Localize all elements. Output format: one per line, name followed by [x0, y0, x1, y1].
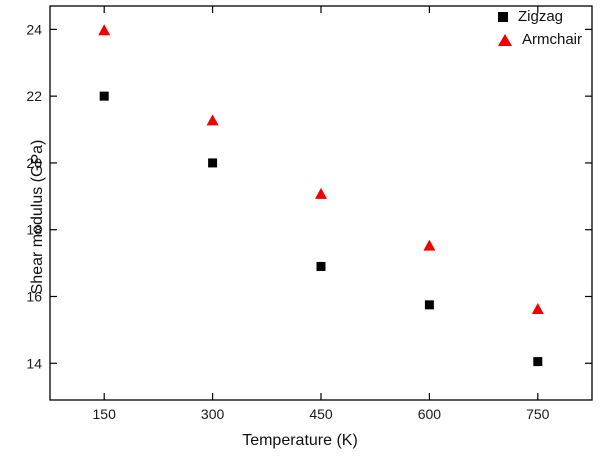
y-axis-title: Shear modulus (GPa)	[29, 139, 46, 295]
data-point-armchair	[423, 239, 436, 251]
x-tick-label: 450	[309, 406, 333, 422]
y-tick-label: 20	[26, 155, 42, 171]
data-point-armchair	[206, 114, 219, 126]
legend: Zigzag Armchair	[497, 8, 582, 48]
data-point-armchair	[315, 187, 327, 199]
plot-border	[49, 5, 593, 401]
x-tick-label: 750	[526, 406, 550, 422]
y-tick-label: 14	[26, 355, 42, 371]
x-tick-label: 300	[201, 406, 225, 422]
y-tick-label: 18	[26, 222, 42, 238]
legend-item-armchair: Armchair	[497, 31, 582, 48]
y-tick-label: 24	[26, 21, 42, 37]
zigzag-square-marker-icon	[497, 11, 508, 22]
data-point-armchair	[531, 303, 544, 315]
armchair-triangle-marker-icon	[497, 33, 512, 46]
x-tick-label: 600	[418, 406, 442, 422]
legend-item-zigzag: Zigzag	[497, 8, 582, 25]
data-point-zigzag	[533, 357, 543, 367]
legend-label-zigzag: Zigzag	[517, 8, 564, 25]
data-point-armchair	[98, 24, 111, 36]
data-point-zigzag	[99, 91, 109, 101]
x-axis-title: Temperature (K)	[242, 432, 358, 449]
data-point-zigzag	[208, 158, 218, 168]
data-point-zigzag	[424, 300, 434, 310]
y-tick-label: 22	[26, 88, 42, 104]
data-point-zigzag	[316, 261, 326, 271]
legend-label-armchair: Armchair	[521, 31, 582, 48]
x-tick-label: 150	[93, 406, 117, 422]
y-tick-label: 16	[26, 288, 42, 304]
